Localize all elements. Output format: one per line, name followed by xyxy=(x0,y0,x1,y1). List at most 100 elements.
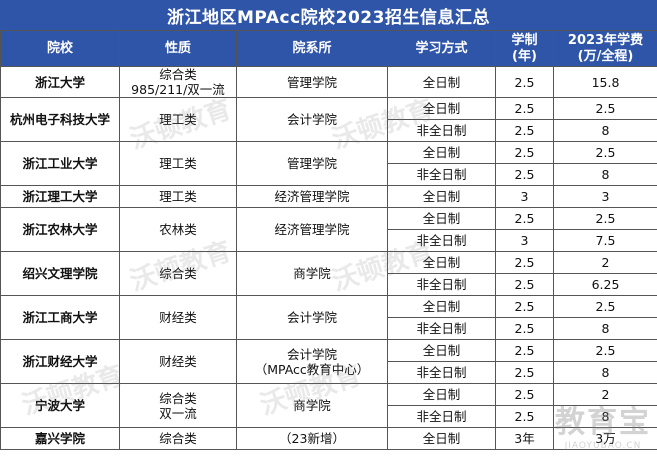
header-school: 院校 xyxy=(0,30,120,67)
study-mode-cell: 非全日制 xyxy=(387,273,496,296)
school-name-cell: 宁波大学 xyxy=(0,383,120,428)
study-mode-cell: 非全日制 xyxy=(387,361,496,384)
table-row: 非全日制 2.5 8 xyxy=(1,317,657,340)
tuition-cell: 6.25 xyxy=(553,273,657,296)
department-cell: 会计学院 xyxy=(236,97,388,142)
department-cell: 经济管理学院 xyxy=(236,185,388,208)
nature-line: 理工类 xyxy=(159,156,197,171)
duration-cell: 2.5 xyxy=(495,207,554,230)
study-mode-cell: 全日制 xyxy=(387,66,496,98)
duration-cell: 2.5 xyxy=(495,295,554,318)
nature-line: 综合类 xyxy=(159,390,197,406)
study-mode-cell: 全日制 xyxy=(387,339,496,362)
duration-cell: 2.5 xyxy=(495,251,554,274)
department-line: （MPAcc教育中心） xyxy=(254,361,370,377)
nature-line: 985/211/双一流 xyxy=(131,82,225,97)
nature-cell: 理工类 xyxy=(119,141,237,186)
nature-line: 理工类 xyxy=(159,189,197,204)
study-mode-cell: 非全日制 xyxy=(387,229,496,252)
duration-cell: 2.5 xyxy=(495,119,554,142)
nature-cell: 农林类 xyxy=(119,207,237,252)
school-name-cell: 绍兴文理学院 xyxy=(0,251,120,296)
study-mode-cell: 全日制 xyxy=(387,97,496,120)
department-line: 经济管理学院 xyxy=(274,222,350,237)
tuition-cell: 8 xyxy=(553,163,657,186)
table-row: 浙江工业大学 理工类 管理学院 全日制 2.5 2.5 xyxy=(0,141,657,186)
sheet-title: 浙江地区MPAcc院校2023招生信息汇总 xyxy=(0,0,657,30)
department-cell: 商学院 xyxy=(236,383,388,428)
nature-line: 综合类 xyxy=(159,431,197,446)
department-line: 管理学院 xyxy=(286,74,337,90)
nature-cell: 综合类 xyxy=(119,251,237,296)
nature-cell: 理工类 xyxy=(119,185,237,208)
duration-cell: 2.5 xyxy=(495,273,554,296)
school-name-cell: 浙江农林大学 xyxy=(0,207,120,252)
study-mode-cell: 全日制 xyxy=(387,141,496,164)
duration-cell: 2.5 xyxy=(495,339,554,362)
school-name-cell: 嘉兴学院 xyxy=(0,427,120,450)
table-row: 嘉兴学院 综合类 （23新增） 全日制 3年 3万 xyxy=(0,427,657,450)
study-mode-cell: 全日制 xyxy=(387,185,496,208)
tuition-cell: 8 xyxy=(553,361,657,384)
header-years: 学制 (年) xyxy=(495,30,554,67)
study-mode-cell: 全日制 xyxy=(387,383,496,406)
nature-cell: 综合类 985/211/双一流 xyxy=(119,66,237,98)
nature-cell: 财经类 xyxy=(119,295,237,340)
department-cell: 会计学院 xyxy=(236,295,388,340)
nature-line: 综合类 xyxy=(159,67,197,83)
duration-cell: 2.5 xyxy=(495,317,554,340)
header-years-line2: (年) xyxy=(512,48,537,64)
tuition-cell: 8 xyxy=(553,405,657,428)
recruitment-table: 院校 性质 院系所 学习方式 学制 (年) 2023年学费 (万/全程) 浙江大… xyxy=(0,30,657,450)
study-mode-cell: 非全日制 xyxy=(387,163,496,186)
duration-cell: 2.5 xyxy=(495,361,554,384)
header-fee-line2: (万/全程) xyxy=(577,48,634,64)
tuition-cell: 2.5 xyxy=(553,207,657,230)
tuition-cell: 8 xyxy=(553,317,657,340)
department-line: 会计学院 xyxy=(286,310,337,325)
school-name-cell: 浙江大学 xyxy=(0,66,120,98)
study-mode-cell: 全日制 xyxy=(387,295,496,318)
nature-line: 财经类 xyxy=(159,354,197,369)
department-line: 商学院 xyxy=(293,398,331,413)
nature-line: 理工类 xyxy=(159,112,197,127)
study-mode-cell: 全日制 xyxy=(387,251,496,274)
duration-cell: 2.5 xyxy=(495,97,554,120)
nature-line: 双一流 xyxy=(159,405,197,421)
duration-cell: 2.5 xyxy=(495,383,554,406)
header-mode: 学习方式 xyxy=(387,30,496,67)
tuition-cell: 2.5 xyxy=(553,97,657,120)
study-mode-cell: 非全日制 xyxy=(387,405,496,428)
tuition-cell: 2.5 xyxy=(553,141,657,164)
header-dept: 院系所 xyxy=(236,30,388,67)
department-line: 会计学院 xyxy=(286,112,337,127)
department-line: 经济管理学院 xyxy=(274,189,350,204)
tuition-cell: 3万 xyxy=(553,427,657,450)
department-line: 会计学院 xyxy=(286,346,337,362)
school-name-cell: 浙江工商大学 xyxy=(0,295,120,340)
header-years-line1: 学制 xyxy=(511,32,538,48)
table-row: 浙江农林大学 农林类 经济管理学院 全日制 2.5 2.5 xyxy=(0,207,657,252)
study-mode-cell: 非全日制 xyxy=(387,317,496,340)
tuition-cell: 3 xyxy=(553,185,657,208)
table-row: 宁波大学 综合类 双一流 商学院 全日制 2.5 2 xyxy=(0,383,657,428)
header-nature: 性质 xyxy=(119,30,237,67)
tuition-cell: 15.8 xyxy=(553,66,657,98)
department-cell: （23新增） xyxy=(236,427,388,450)
header-row: 院校 性质 院系所 学习方式 学制 (年) 2023年学费 (万/全程) xyxy=(0,30,657,67)
department-cell: 管理学院 xyxy=(236,141,388,186)
nature-cell: 综合类 xyxy=(119,427,237,450)
school-name-cell: 杭州电子科技大学 xyxy=(0,97,120,142)
study-mode-cell: 全日制 xyxy=(387,207,496,230)
department-line: 商学院 xyxy=(293,266,331,281)
tuition-cell: 2.5 xyxy=(553,295,657,318)
duration-cell: 2.5 xyxy=(495,66,554,98)
header-fee-line1: 2023年学费 xyxy=(567,32,644,48)
school-name-cell: 浙江财经大学 xyxy=(0,339,120,384)
school-name-cell: 浙江工业大学 xyxy=(0,141,120,186)
nature-cell: 综合类 双一流 xyxy=(119,383,237,428)
department-cell: 商学院 xyxy=(236,251,388,296)
table-row: 绍兴文理学院 综合类 商学院 全日制 2.5 2 xyxy=(0,251,657,296)
tuition-cell: 2 xyxy=(553,383,657,406)
table-row: 浙江工商大学 财经类 会计学院 全日制 2.5 2.5 xyxy=(0,295,657,340)
